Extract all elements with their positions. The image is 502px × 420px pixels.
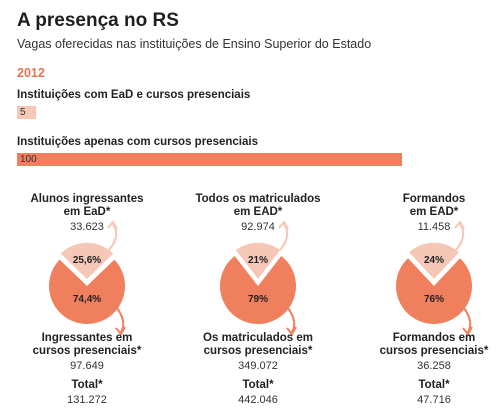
pie-top-value: 33.623 [70, 221, 104, 233]
arrow-head-presencial [286, 326, 297, 336]
pie-top-value: 92.974 [241, 221, 275, 233]
pie-total-value: 131.272 [67, 394, 107, 406]
pie-label-presencial: 76% [424, 294, 444, 305]
arrow-to-presencial-value [463, 307, 472, 333]
pie-svg: 25,6% 74,4% [49, 220, 126, 336]
pie-label-ead: 24% [424, 255, 444, 266]
year-label: 2012 [17, 66, 45, 80]
pie-top-value: 11.458 [417, 221, 451, 233]
pie-bottom-label-2: cursos presenciais* [379, 345, 489, 357]
pie-chart-matriculados: Todos os matriculados em EAD* 92.974 21%… [174, 186, 342, 416]
pie-bottom-value: 349.072 [238, 360, 278, 372]
pie-bottom-label-1: Ingressantes em [41, 332, 133, 344]
arrow-to-ead-value [455, 223, 465, 251]
page-title: A presença no RS [17, 10, 179, 31]
pie-label-presencial: 79% [248, 294, 268, 305]
pie-total-label: Total* [418, 379, 450, 391]
pie-total-label: Total* [242, 379, 274, 391]
bar-apenas-presencial: 100 [17, 153, 402, 166]
pie-top-label-2: em EAD* [409, 206, 459, 218]
pie-slice-presencial [396, 258, 472, 324]
pie-label-presencial: 74,4% [73, 294, 101, 305]
pie-slice-presencial [220, 255, 296, 324]
pie-total-value: 47.716 [417, 394, 451, 406]
bar-label-ead-presencial: Instituições com EaD e cursos presenciai… [17, 89, 251, 101]
pie-bottom-label-1: Os matriculados em [203, 332, 313, 344]
pie-bottom-value: 36.258 [417, 360, 451, 372]
pie-total-label: Total* [71, 379, 103, 391]
bar-ead-presencial: 5 [17, 106, 37, 119]
pie-top-label-1: Todos os matriculados [195, 193, 321, 205]
arrow-to-presencial-value [116, 307, 125, 333]
pie-slice-ead [406, 241, 462, 282]
bar-label-apenas-presencial: Instituições apenas com cursos presencia… [17, 136, 258, 148]
arrow-head-ead [278, 220, 289, 230]
pie-top-label-1: Formandos [402, 193, 466, 205]
pie-bottom-label-2: cursos presenciais* [203, 345, 313, 357]
pie-bottom-value: 97.649 [70, 360, 104, 372]
arrow-to-presencial-value [287, 307, 296, 333]
pie-label-ead: 21% [248, 255, 268, 266]
arrow-head-presencial [115, 326, 126, 336]
pie-top-label-1: Alunos ingressantes [30, 193, 144, 205]
pie-bottom-label-2: cursos presenciais* [32, 345, 142, 357]
pie-bottom-label-1: Formandos em [392, 332, 476, 344]
arrow-to-ead-value [108, 223, 118, 251]
arrow-head-ead [107, 220, 118, 230]
bar-value-ead-presencial: 5 [20, 107, 26, 118]
pie-slice-ead [58, 241, 116, 282]
pie-slice-presencial [49, 259, 125, 324]
page-subtitle: Vagas oferecidas nas instituições de Ens… [17, 37, 372, 51]
pie-top-label-2: em EaD* [63, 206, 111, 218]
pie-top-label-2: em EAD* [233, 206, 283, 218]
pie-svg: 24% 76% [396, 220, 473, 336]
arrow-head-presencial [462, 326, 473, 336]
pie-label-ead: 25,6% [73, 255, 101, 266]
bar-value-apenas-presencial: 100 [20, 154, 37, 165]
pie-chart-ingressantes: Alunos ingressantes em EaD* 33.623 25,6%… [3, 186, 171, 416]
arrow-head-ead [454, 220, 465, 230]
arrow-to-ead-value [279, 223, 289, 251]
pie-chart-formandos: Formandos em EAD* 11.458 24% 76% Formando… [350, 186, 502, 416]
pie-svg: 21% 79% [220, 220, 297, 336]
pie-total-value: 442.046 [238, 394, 278, 406]
